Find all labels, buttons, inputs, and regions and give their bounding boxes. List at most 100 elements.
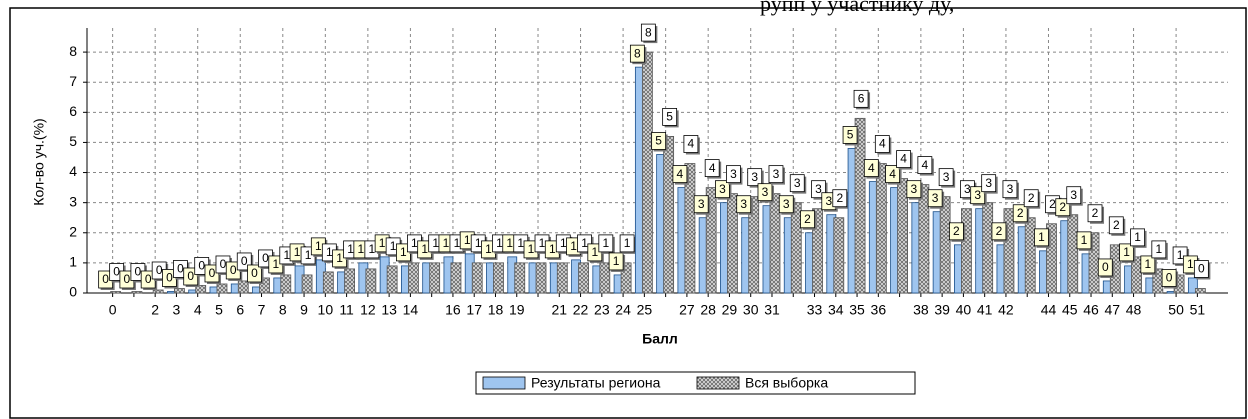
value-label: 1: [1144, 257, 1151, 271]
value-label-box: [629, 44, 645, 63]
value-label: 1: [454, 236, 461, 250]
value-label-box: [1097, 258, 1113, 277]
bar: [897, 178, 908, 294]
x-tick-label: 48: [1126, 302, 1142, 318]
value-label: 3: [773, 167, 780, 181]
legend-box: [475, 371, 916, 395]
value-label: 1: [1134, 230, 1141, 244]
value-label-box: [885, 165, 900, 184]
value-label: 1: [624, 236, 631, 250]
value-label: 2: [1049, 197, 1056, 211]
value-label: 8: [634, 46, 641, 60]
bar: [663, 136, 675, 294]
value-label-box: [1140, 255, 1156, 274]
value-label-box: [1087, 204, 1103, 223]
bar: [195, 285, 207, 294]
bar: [812, 208, 823, 294]
value-label-box: [747, 168, 763, 187]
x-tick-label: 23: [594, 302, 610, 318]
bar: [131, 291, 143, 294]
value-label: 1: [485, 242, 492, 256]
x-tick-label: 17: [466, 302, 482, 318]
value-label: 4: [709, 161, 716, 175]
value-label-box: [651, 132, 667, 150]
x-tick-label: 24: [615, 302, 631, 318]
bar: [748, 196, 760, 294]
value-label: 1: [390, 239, 397, 253]
y-tick-label: 0: [69, 284, 77, 300]
x-tick-label: 13: [381, 302, 397, 318]
bar: [961, 208, 972, 294]
x-tick-label: 41: [977, 302, 993, 318]
y-tick-label: 5: [69, 133, 77, 149]
value-label-box: [896, 150, 911, 168]
y-tick-label: 6: [69, 103, 77, 119]
value-label-box: [1193, 260, 1209, 278]
value-label: 3: [740, 197, 747, 211]
legend-label: Вся выборка: [745, 375, 828, 391]
x-tick-label: 30: [743, 302, 759, 318]
value-label: 4: [868, 161, 875, 175]
x-tick-label: 3: [173, 302, 181, 318]
value-label: 0: [113, 265, 120, 279]
value-label: 0: [145, 272, 152, 286]
value-label: 1: [432, 236, 439, 250]
value-label: 1: [1038, 230, 1045, 244]
bar: [1067, 214, 1079, 294]
x-tick-label: 27: [679, 302, 695, 318]
value-label: 5: [666, 110, 673, 124]
value-label: 1: [464, 233, 471, 247]
bar: [365, 268, 377, 294]
value-label-box: [800, 210, 815, 229]
value-label: 1: [591, 245, 598, 259]
value-label: 0: [209, 266, 216, 280]
x-tick-label: 25: [637, 302, 653, 318]
value-label-box: [842, 126, 858, 144]
value-label-box: [1130, 228, 1145, 247]
value-label-box: [683, 135, 699, 153]
value-label: 3: [762, 185, 769, 199]
value-label: 1: [549, 242, 556, 256]
value-label: 0: [1198, 262, 1205, 276]
value-label-box: [949, 222, 964, 241]
value-label: 0: [156, 263, 163, 277]
x-tick-label: 9: [300, 302, 308, 318]
bar: [237, 280, 249, 294]
value-label: 1: [411, 236, 418, 250]
x-tick-label: 19: [509, 302, 525, 318]
bar: [1187, 277, 1198, 294]
value-label-box: [1076, 231, 1092, 250]
x-tick-label: 16: [445, 302, 461, 318]
bar: [152, 289, 164, 294]
value-label-box: [736, 195, 752, 214]
value-label: 3: [932, 191, 939, 205]
value-label-box: [715, 180, 730, 199]
x-tick-label: 8: [279, 302, 287, 318]
x-tick-label: 28: [700, 302, 716, 318]
value-label-box: [927, 189, 943, 208]
x-tick-label: 46: [1083, 302, 1099, 318]
value-label-box: [991, 222, 1007, 241]
value-label-box: [938, 168, 954, 187]
value-label: 1: [496, 236, 503, 250]
legend-swatch: [482, 376, 526, 390]
value-label: 2: [804, 212, 811, 226]
x-tick-label: 50: [1168, 302, 1184, 318]
value-label: 3: [1070, 188, 1077, 202]
value-label: 0: [102, 272, 109, 286]
value-label: 3: [815, 182, 822, 196]
value-label-box: [1034, 228, 1049, 247]
value-label: 3: [964, 182, 971, 196]
bar: [450, 262, 462, 294]
bar: [471, 262, 483, 294]
value-label: 0: [124, 272, 131, 286]
value-label: 3: [1007, 182, 1014, 196]
value-label: 1: [1187, 257, 1194, 271]
bar: [705, 187, 717, 294]
value-label: 1: [1123, 245, 1130, 259]
value-label: 0: [262, 251, 269, 265]
bar: [322, 271, 334, 294]
value-label: 1: [517, 236, 524, 250]
value-label: 1: [528, 242, 535, 256]
